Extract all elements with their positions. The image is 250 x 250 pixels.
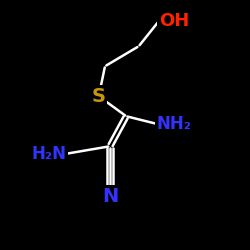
Text: S: S <box>92 87 106 106</box>
Text: H₂N: H₂N <box>31 145 66 163</box>
Text: N: N <box>102 187 118 206</box>
Text: NH₂: NH₂ <box>156 115 191 133</box>
Text: OH: OH <box>159 12 189 30</box>
